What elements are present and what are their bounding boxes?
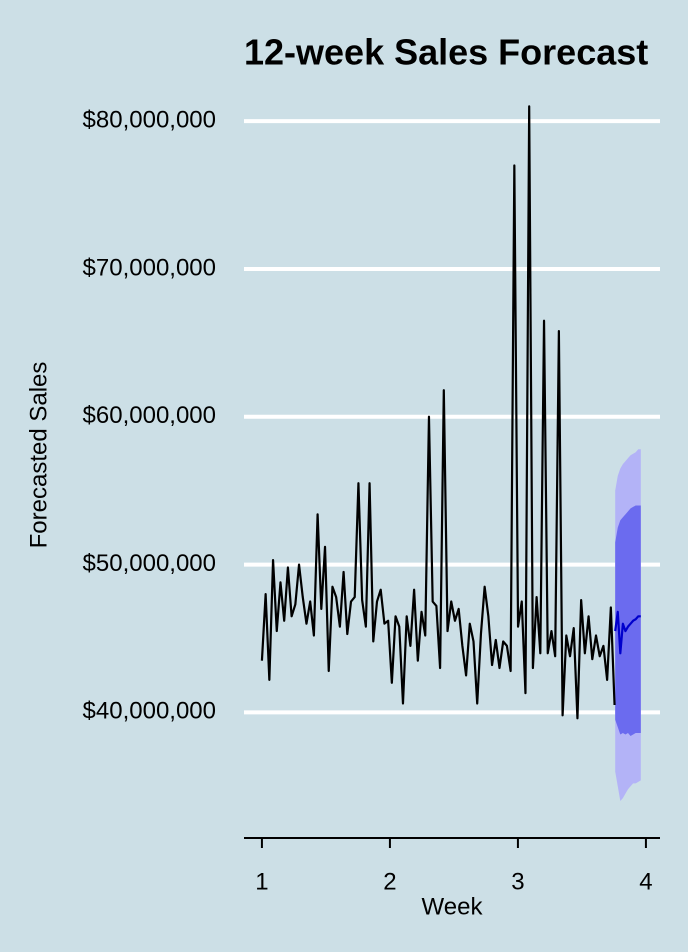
y-axis-label: Forecasted Sales	[25, 362, 52, 549]
line	[260, 105, 616, 720]
x-tick-label: 2	[383, 868, 396, 895]
x-axis-label: Week	[422, 893, 484, 920]
y-tick-label: $40,000,000	[83, 698, 216, 725]
y-tick-label: $80,000,000	[83, 107, 216, 134]
x-tick-label: 3	[511, 868, 524, 895]
y-tick-label: $60,000,000	[83, 402, 216, 429]
y-tick-label: $70,000,000	[83, 254, 216, 281]
line	[614, 610, 641, 655]
x-tick-label: 1	[255, 868, 268, 895]
forecast-band	[615, 505, 641, 737]
x-tick-label: 4	[639, 868, 652, 895]
y-tick-label: $50,000,000	[83, 550, 216, 577]
chart-title: 12-week Sales Forecast	[244, 32, 648, 73]
